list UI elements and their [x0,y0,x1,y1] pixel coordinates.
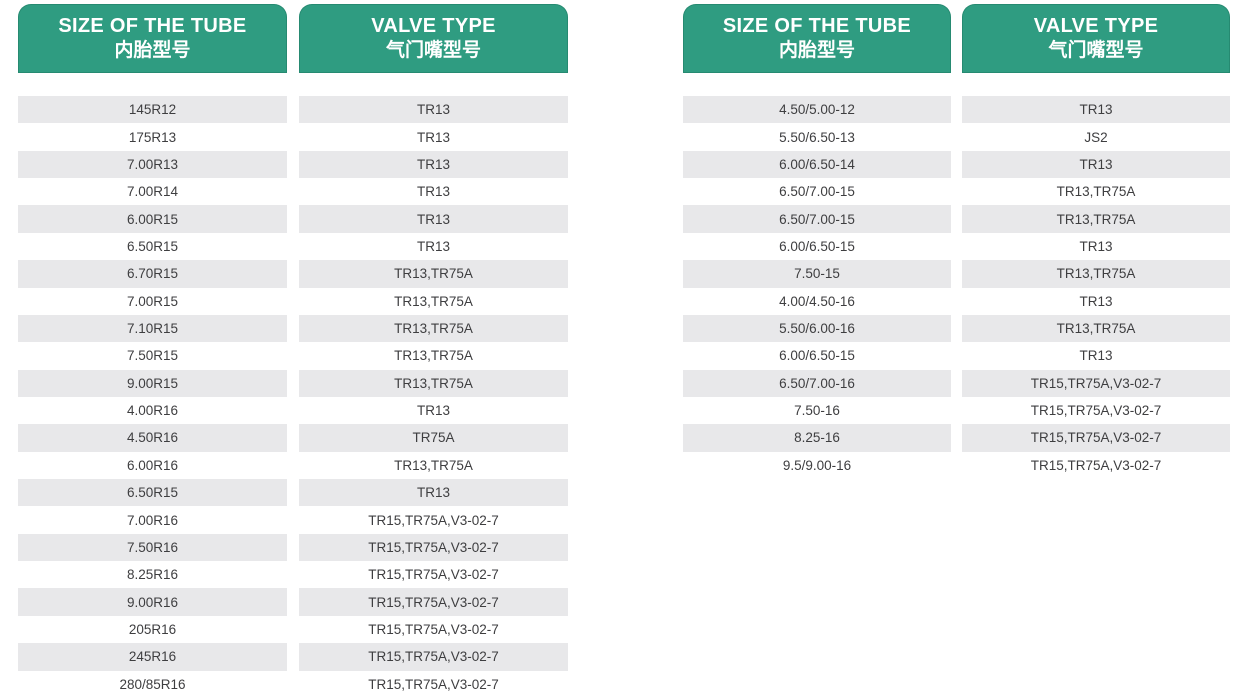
valve-cell: TR13 [299,205,568,233]
header-label-en: SIZE OF THE TUBE [722,15,912,38]
column-header-tube-size: SIZE OF THE TUBE 内胎型号 [18,4,287,73]
valve-cell: TR13 [962,96,1230,124]
valve-cell: TR13,TR75A [299,369,568,397]
size-cell: 6.50R15 [126,238,179,254]
valve-cell: TR13,TR75A [394,293,473,309]
size-cell: 7.50R15 [126,348,179,364]
valve-cell: TR13 [299,150,568,179]
valve-cell: TR15,TR75A,V3-02-7 [1030,457,1162,473]
size-cell: 8.25R16 [126,567,179,583]
size-cell: 7.10R15 [18,314,287,343]
size-cell: 6.50/7.00-16 [683,369,951,397]
size-cell: 7.50-15 [683,260,951,288]
size-cell: 4.50/5.00-12 [683,96,951,124]
column-rows-valve-type: TR13 TR13 TR13 TR13 TR13 TR13 TR13,TR75A TR13,T… [299,96,568,698]
column-header-tube-size: SIZE OF THE TUBE 内胎型号 [683,4,951,73]
size-cell: 205R16 [128,622,177,637]
size-cell: 245R16 [18,643,287,671]
size-cell: 4.00/4.50-16 [779,293,855,309]
valve-cell: TR13 [1079,293,1113,309]
valve-cell: TR13,TR75A [394,348,473,364]
size-cell: 6.00/6.50-14 [683,150,951,179]
valve-cell: TR13,TR75A [299,314,568,343]
column-rows-valve-type: TR13 JS2 TR13 TR13,TR75A TR13,TR75A TR13 TR13,… [962,96,1230,479]
valve-cell: TR15,TR75A,V3-02-7 [368,676,499,692]
size-cell: 4.50R16 [18,424,287,452]
valve-cell: TR15,TR75A,V3-02-7 [368,622,499,637]
valve-cell: TR13 [299,479,568,507]
size-cell: 6.50/7.00-15 [683,205,951,233]
size-cell: 4.00R16 [126,403,179,419]
tube-valve-table-left: SIZE OF THE TUBE 内胎型号 145R12 175R13 7.00R1… [18,4,568,698]
valve-cell: TR15,TR75A,V3-02-7 [368,567,499,583]
header-label-zh: 气门嘴型号 [385,40,481,62]
size-cell: 7.50-16 [794,403,840,419]
column-header-valve-type: VALVE TYPE 气门嘴型号 [299,4,568,73]
column-valve-type: VALVE TYPE 气门嘴型号 TR13 TR13 TR13 TR13 TR13 TR1… [299,4,568,698]
header-label-en: VALVE TYPE [371,15,496,38]
valve-cell: TR13 [962,150,1230,179]
size-cell: 6.50R15 [18,479,287,507]
size-cell: 280/85R16 [119,676,186,692]
size-cell: 8.25-16 [683,424,951,452]
column-header-valve-type: VALVE TYPE 气门嘴型号 [962,4,1230,73]
size-cell: 6.00/6.50-15 [779,348,855,364]
tube-valve-table-right: SIZE OF THE TUBE 内胎型号 4.50/5.00-12 5.50/6… [683,4,1230,479]
size-cell: 6.50/7.00-15 [779,184,855,200]
size-cell: 7.00R15 [126,293,179,309]
valve-cell: TR13,TR75A [394,457,473,473]
size-cell: 145R12 [18,96,287,124]
valve-cell: TR13,TR75A [962,314,1230,343]
size-cell: 6.00R16 [126,457,179,473]
size-cell: 175R13 [128,129,177,145]
size-cell: 5.50/6.00-16 [683,314,951,343]
size-cell: 7.00R13 [18,150,287,179]
header-label-zh: 内胎型号 [114,40,191,62]
size-cell: 6.70R15 [18,260,287,288]
valve-cell: TR15,TR75A,V3-02-7 [962,424,1230,452]
valve-cell: TR15,TR75A,V3-02-7 [299,588,568,616]
valve-cell: TR15,TR75A,V3-02-7 [1030,403,1162,419]
valve-cell: TR13 [416,129,450,145]
valve-cell: TR13 [1079,238,1113,254]
header-label-en: VALVE TYPE [1033,15,1159,38]
valve-cell: TR15,TR75A,V3-02-7 [368,512,499,528]
valve-cell: TR13 [416,184,450,200]
column-tube-size: SIZE OF THE TUBE 内胎型号 4.50/5.00-12 5.50/6… [683,4,951,479]
valve-cell: TR15,TR75A,V3-02-7 [299,643,568,671]
header-label-en: SIZE OF THE TUBE [58,15,247,38]
size-cell: 6.00R15 [18,205,287,233]
valve-cell: TR13,TR75A [299,260,568,288]
valve-cell: TR13 [299,96,568,124]
size-cell: 7.00R16 [126,512,179,528]
size-cell: 9.5/9.00-16 [782,457,852,473]
valve-cell: TR13 [416,238,450,254]
size-cell: 7.00R14 [126,184,179,200]
valve-cell: TR13,TR75A [962,260,1230,288]
valve-cell: TR13 [416,403,450,419]
size-cell: 5.50/6.50-13 [779,129,855,145]
valve-cell: TR13,TR75A [1056,184,1136,200]
size-cell: 9.00R16 [18,588,287,616]
column-tube-size: SIZE OF THE TUBE 内胎型号 145R12 175R13 7.00R1… [18,4,287,698]
column-rows-tube-size: 145R12 175R13 7.00R13 7.00R14 6.00R15 6.50R15… [18,96,287,698]
header-label-zh: 内胎型号 [778,40,855,62]
column-rows-tube-size: 4.50/5.00-12 5.50/6.50-13 6.00/6.50-14 6.50… [683,96,951,479]
size-cell: 7.50R16 [18,533,287,562]
valve-cell: TR75A [299,424,568,452]
valve-cell: TR15,TR75A,V3-02-7 [962,369,1230,397]
size-cell: 9.00R15 [18,369,287,397]
valve-cell: JS2 [1084,129,1108,145]
column-valve-type: VALVE TYPE 气门嘴型号 TR13 JS2 TR13 TR13,TR75A TR… [962,4,1230,479]
valve-cell: TR13,TR75A [962,205,1230,233]
header-label-zh: 气门嘴型号 [1048,40,1144,62]
valve-cell: TR15,TR75A,V3-02-7 [299,533,568,562]
valve-cell: TR13 [1079,348,1113,364]
size-cell: 6.00/6.50-15 [779,238,855,254]
